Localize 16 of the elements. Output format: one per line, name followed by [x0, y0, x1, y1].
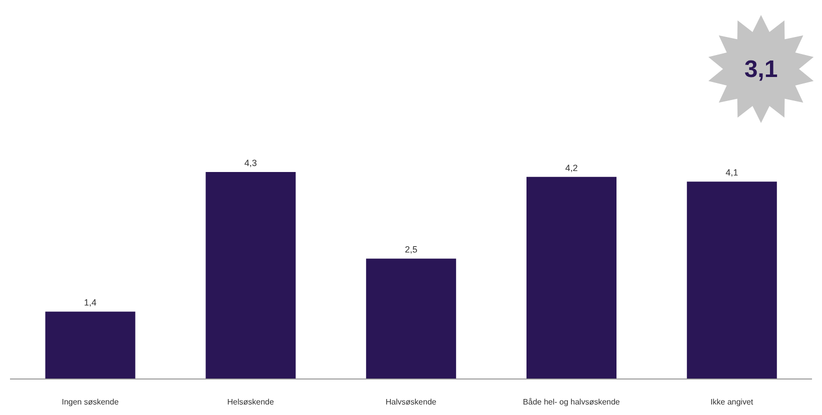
star-badge: 3,1: [706, 14, 816, 124]
x-tick-label: Helsøskende: [227, 398, 274, 407]
bar: [526, 176, 616, 379]
x-tick-label: Ikke angivet: [710, 398, 754, 407]
bar: [206, 172, 296, 379]
data-label: 4,2: [565, 162, 578, 173]
data-label: 4,3: [244, 158, 257, 168]
data-label: 1,4: [84, 298, 97, 308]
bar: [686, 182, 777, 379]
bar: [45, 312, 136, 379]
x-tick-label: Både hel- og halvsøskende: [522, 398, 620, 407]
data-label: 2,5: [404, 244, 418, 255]
bar: [366, 258, 456, 379]
data-label: 4,1: [726, 168, 738, 178]
x-tick-label: Halvsøskende: [386, 398, 437, 407]
x-tick-label: Ingen søskende: [62, 398, 120, 407]
